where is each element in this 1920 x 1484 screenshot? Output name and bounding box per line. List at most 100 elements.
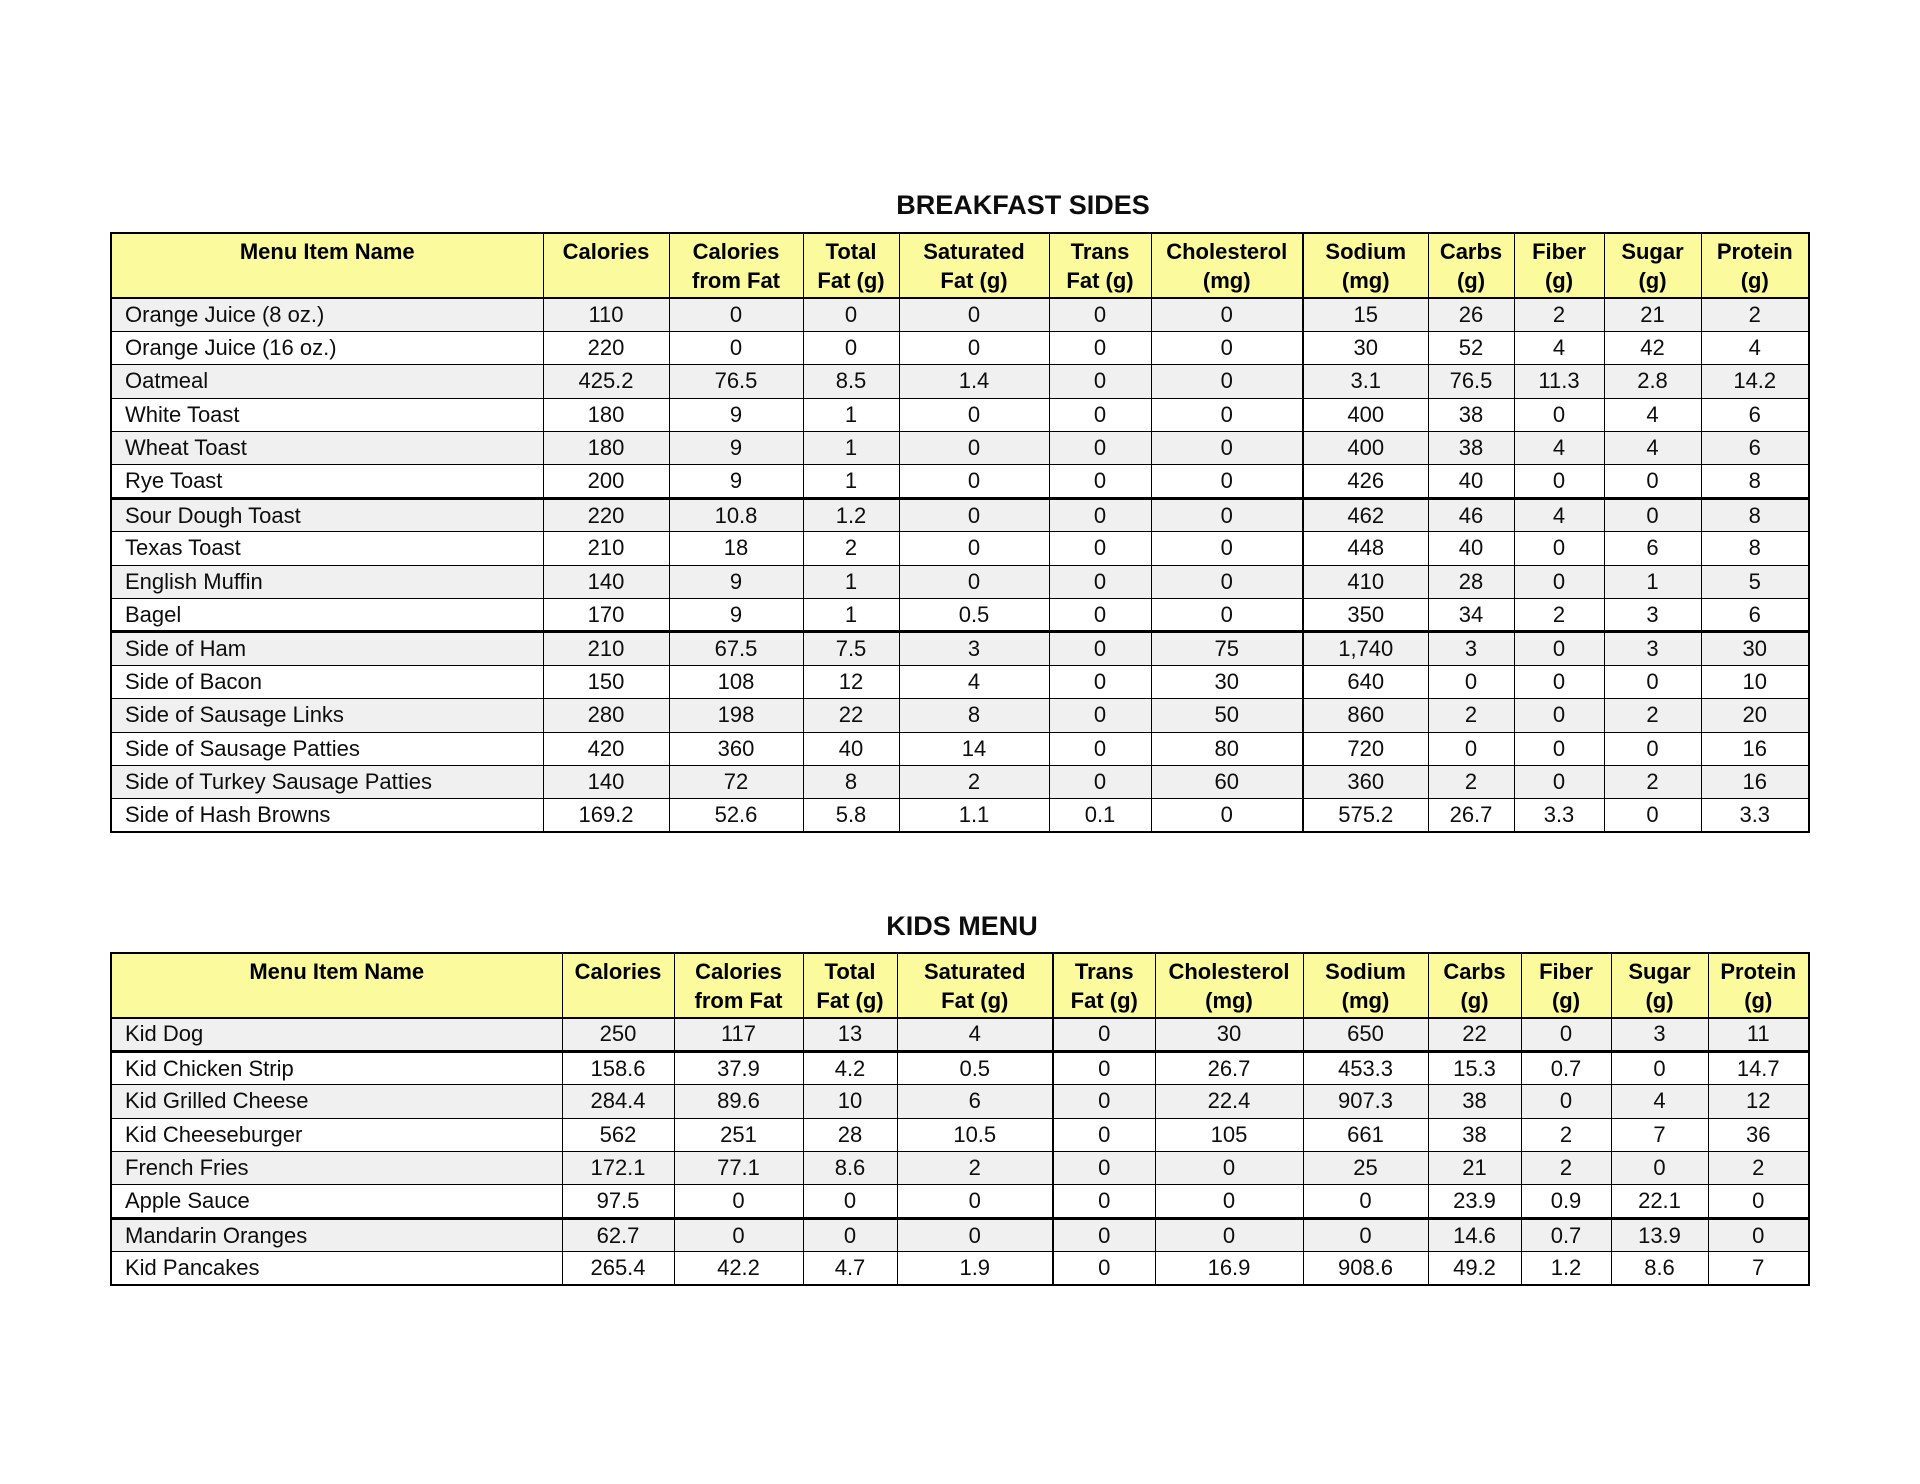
- value-cell: 26: [1427, 297, 1515, 332]
- menu-item-name-cell: French Fries: [110, 1151, 563, 1186]
- menu-item-name-cell: Side of Sausage Links: [110, 698, 544, 733]
- value-cell: 7.5: [802, 630, 900, 666]
- value-cell: 42.2: [673, 1251, 804, 1286]
- menu-item-name-cell: Kid Dog: [110, 1017, 563, 1052]
- value-cell: 0: [1048, 598, 1152, 633]
- menu-item-name-cell: Kid Chicken Strip: [110, 1049, 563, 1086]
- value-cell: 6: [1700, 431, 1810, 466]
- table-row: Bagel 170 9 1 0.5 0 0 350 34 2 3 6: [110, 598, 1810, 633]
- value-cell: 9: [668, 564, 804, 600]
- value-cell: 0: [898, 564, 1050, 600]
- value-cell: 0: [802, 1216, 898, 1253]
- value-cell: 0: [1513, 664, 1605, 700]
- value-cell: 26.7: [1427, 798, 1515, 833]
- table-row: Orange Juice (8 oz.) 110 0 0 0 0 0 15 26 2 21 2: [110, 297, 1810, 332]
- menu-item-name-cell: Side of Bacon: [110, 664, 544, 700]
- value-cell: 0: [668, 297, 804, 332]
- value-cell: 10: [802, 1084, 898, 1119]
- value-cell: 0: [1048, 630, 1152, 666]
- column-header-protein-g: Protein (g): [1707, 952, 1810, 1019]
- value-cell: 9: [668, 598, 804, 633]
- value-cell: 0: [1048, 531, 1152, 566]
- value-cell: 4: [1513, 330, 1605, 366]
- value-cell: 8.5: [802, 364, 900, 399]
- value-cell: 1,740: [1302, 630, 1429, 666]
- value-cell: 140: [542, 764, 670, 800]
- table-row: Orange Juice (16 oz.) 220 0 0 0 0 0 30 52 4 42 4: [110, 330, 1810, 366]
- value-cell: 0: [1048, 664, 1152, 700]
- value-cell: 25: [1302, 1151, 1429, 1186]
- value-cell: 2: [1513, 598, 1605, 633]
- value-cell: 0: [1052, 1084, 1156, 1119]
- value-cell: 0: [1520, 1017, 1612, 1052]
- table-row: French Fries 172.1 77.1 8.6 2 0 0 25 21 2 0 2: [110, 1151, 1810, 1186]
- value-cell: 30: [1154, 1017, 1304, 1052]
- header-row: Menu Item Name Calories Calories from Fat To…: [110, 952, 1810, 1019]
- menu-item-name-cell: Kid Grilled Cheese: [110, 1084, 563, 1119]
- value-cell: 0: [1513, 698, 1605, 733]
- value-cell: 1: [1603, 564, 1702, 600]
- value-cell: 0: [1048, 464, 1152, 499]
- value-cell: 76.5: [668, 364, 804, 399]
- value-cell: 172.1: [561, 1151, 675, 1186]
- value-cell: 462: [1302, 496, 1429, 533]
- value-cell: 30: [1700, 630, 1810, 666]
- value-cell: 0: [1150, 397, 1304, 433]
- value-cell: 89.6: [673, 1084, 804, 1119]
- value-cell: 2: [1707, 1151, 1810, 1186]
- value-cell: 4: [898, 664, 1050, 700]
- column-header-trans-fat-g: Trans Fat (g): [1048, 232, 1152, 299]
- value-cell: 10.8: [668, 496, 804, 533]
- value-cell: 2: [1603, 764, 1702, 800]
- value-cell: 6: [1603, 531, 1702, 566]
- value-cell: 2: [1520, 1117, 1612, 1153]
- value-cell: 4.7: [802, 1251, 898, 1286]
- value-cell: 75: [1150, 630, 1304, 666]
- value-cell: 8.6: [1610, 1251, 1709, 1286]
- value-cell: 4: [896, 1017, 1054, 1052]
- table-row: Side of Sausage Links 280 198 22 8 0 50 860 2 0 2 2…: [110, 698, 1810, 733]
- value-cell: 448: [1302, 531, 1429, 566]
- value-cell: 3: [1603, 598, 1702, 633]
- value-cell: 38: [1427, 397, 1515, 433]
- value-cell: 0: [1048, 297, 1152, 332]
- value-cell: 8.6: [802, 1151, 898, 1186]
- table-row: White Toast 180 9 1 0 0 0 400 38 0 4 6: [110, 397, 1810, 433]
- value-cell: 1: [802, 397, 900, 433]
- menu-item-name-cell: Oatmeal: [110, 364, 544, 399]
- column-header-calories-from-fat: Calories from Fat: [668, 232, 804, 299]
- value-cell: 0: [1610, 1049, 1709, 1086]
- value-cell: 0: [1513, 564, 1605, 600]
- value-cell: 1.1: [898, 798, 1050, 833]
- value-cell: 0: [898, 297, 1050, 332]
- value-cell: 280: [542, 698, 670, 733]
- value-cell: 0: [896, 1216, 1054, 1253]
- value-cell: 16: [1700, 731, 1810, 766]
- value-cell: 8: [1700, 531, 1810, 566]
- value-cell: 3.3: [1513, 798, 1605, 833]
- table-row: Texas Toast 210 18 2 0 0 0 448 40 0 6 8: [110, 531, 1810, 566]
- value-cell: 76.5: [1427, 364, 1515, 399]
- value-cell: 3: [1427, 630, 1515, 666]
- value-cell: 0: [802, 297, 900, 332]
- table-row: Sour Dough Toast 220 10.8 1.2 0 0 0 462 46 4 0 8: [110, 496, 1810, 533]
- value-cell: 40: [1427, 531, 1515, 566]
- value-cell: 0: [1048, 698, 1152, 733]
- value-cell: 46: [1427, 496, 1515, 533]
- value-cell: 420: [542, 731, 670, 766]
- value-cell: 0: [1150, 598, 1304, 633]
- value-cell: 40: [802, 731, 900, 766]
- value-cell: 49.2: [1427, 1251, 1522, 1286]
- value-cell: 720: [1302, 731, 1429, 766]
- value-cell: 38: [1427, 431, 1515, 466]
- column-header-protein-g: Protein (g): [1700, 232, 1810, 299]
- value-cell: 0: [802, 330, 900, 366]
- value-cell: 3: [898, 630, 1050, 666]
- value-cell: 22: [802, 698, 900, 733]
- value-cell: 3.3: [1700, 798, 1810, 833]
- value-cell: 23.9: [1427, 1184, 1522, 1219]
- column-header-calories-from-fat: Calories from Fat: [673, 952, 804, 1019]
- value-cell: 8: [1700, 464, 1810, 499]
- value-cell: 3: [1603, 630, 1702, 666]
- table-row: Kid Cheeseburger 562 251 28 10.5 0 105 661 38 2 7 3…: [110, 1117, 1810, 1153]
